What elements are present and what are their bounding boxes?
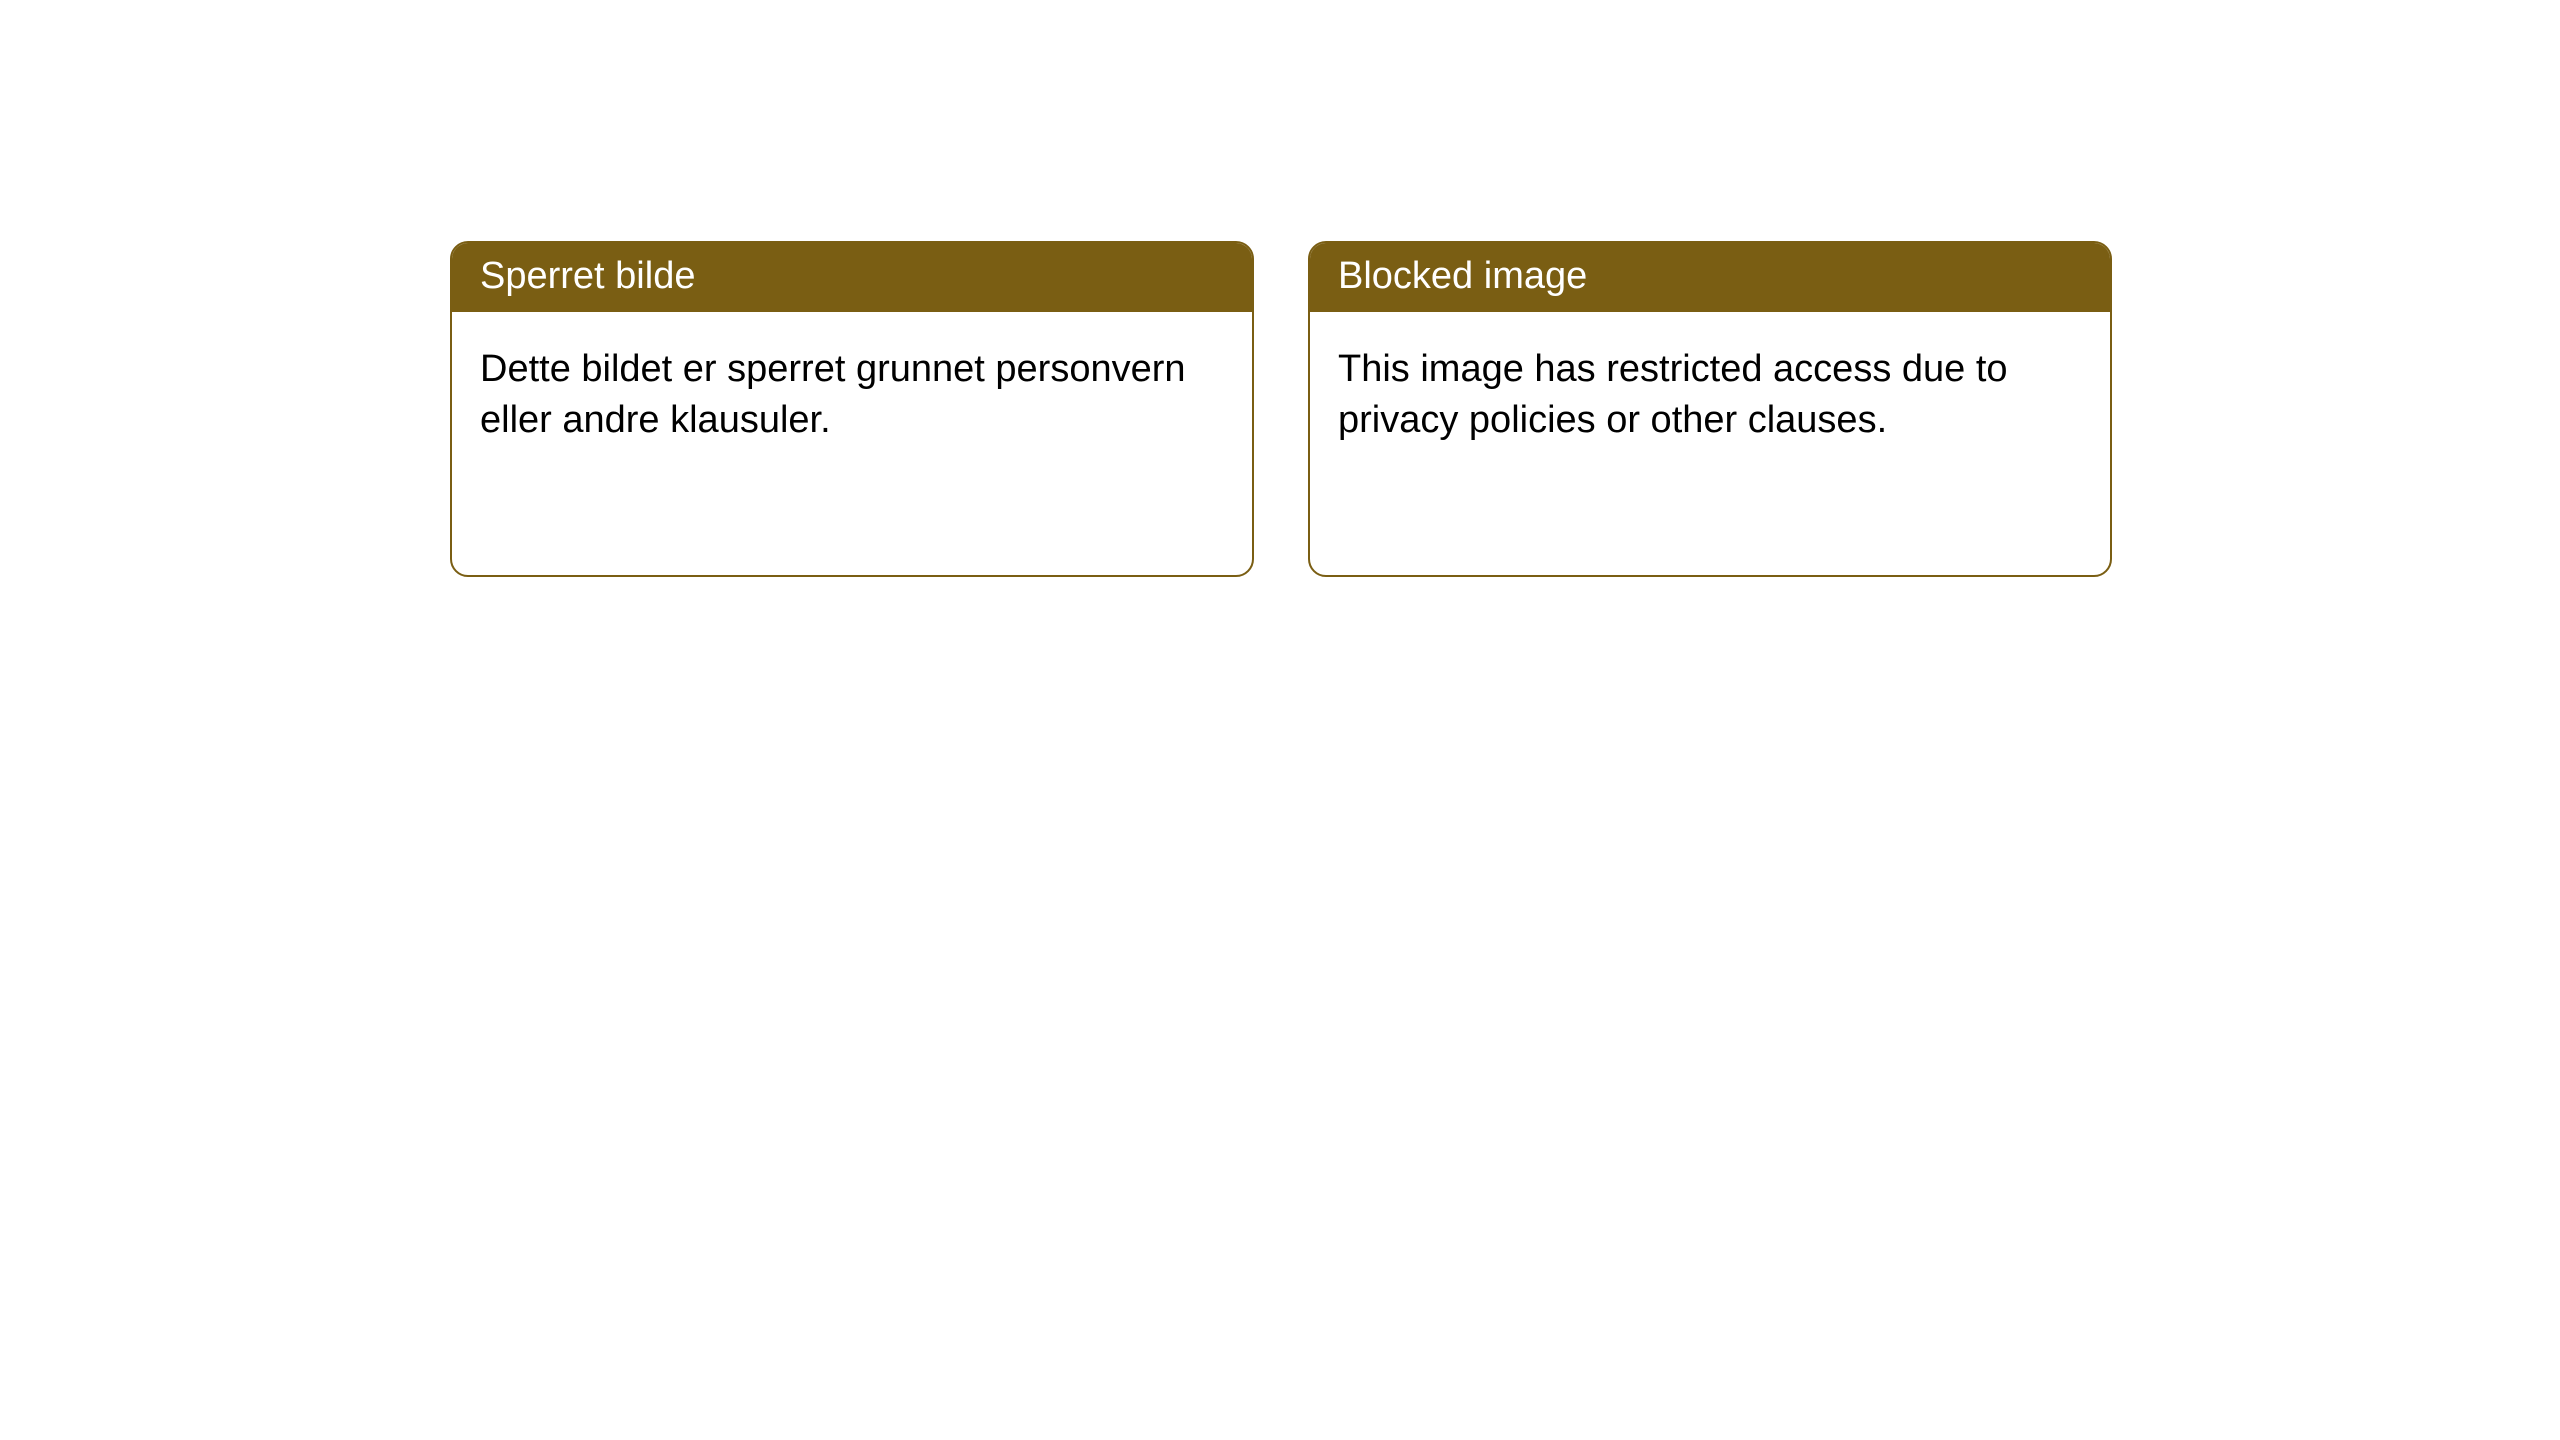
card-body: This image has restricted access due to … <box>1310 312 2110 479</box>
card-title: Sperret bilde <box>480 255 695 297</box>
card-header: Sperret bilde <box>452 243 1252 312</box>
notice-container: Sperret bilde Dette bildet er sperret gr… <box>0 0 2560 577</box>
card-header: Blocked image <box>1310 243 2110 312</box>
blocked-image-card-en: Blocked image This image has restricted … <box>1308 241 2112 577</box>
card-title: Blocked image <box>1338 255 1587 297</box>
blocked-image-card-no: Sperret bilde Dette bildet er sperret gr… <box>450 241 1254 577</box>
card-body: Dette bildet er sperret grunnet personve… <box>452 312 1252 479</box>
card-message: This image has restricted access due to … <box>1338 348 2008 441</box>
card-message: Dette bildet er sperret grunnet personve… <box>480 348 1186 441</box>
